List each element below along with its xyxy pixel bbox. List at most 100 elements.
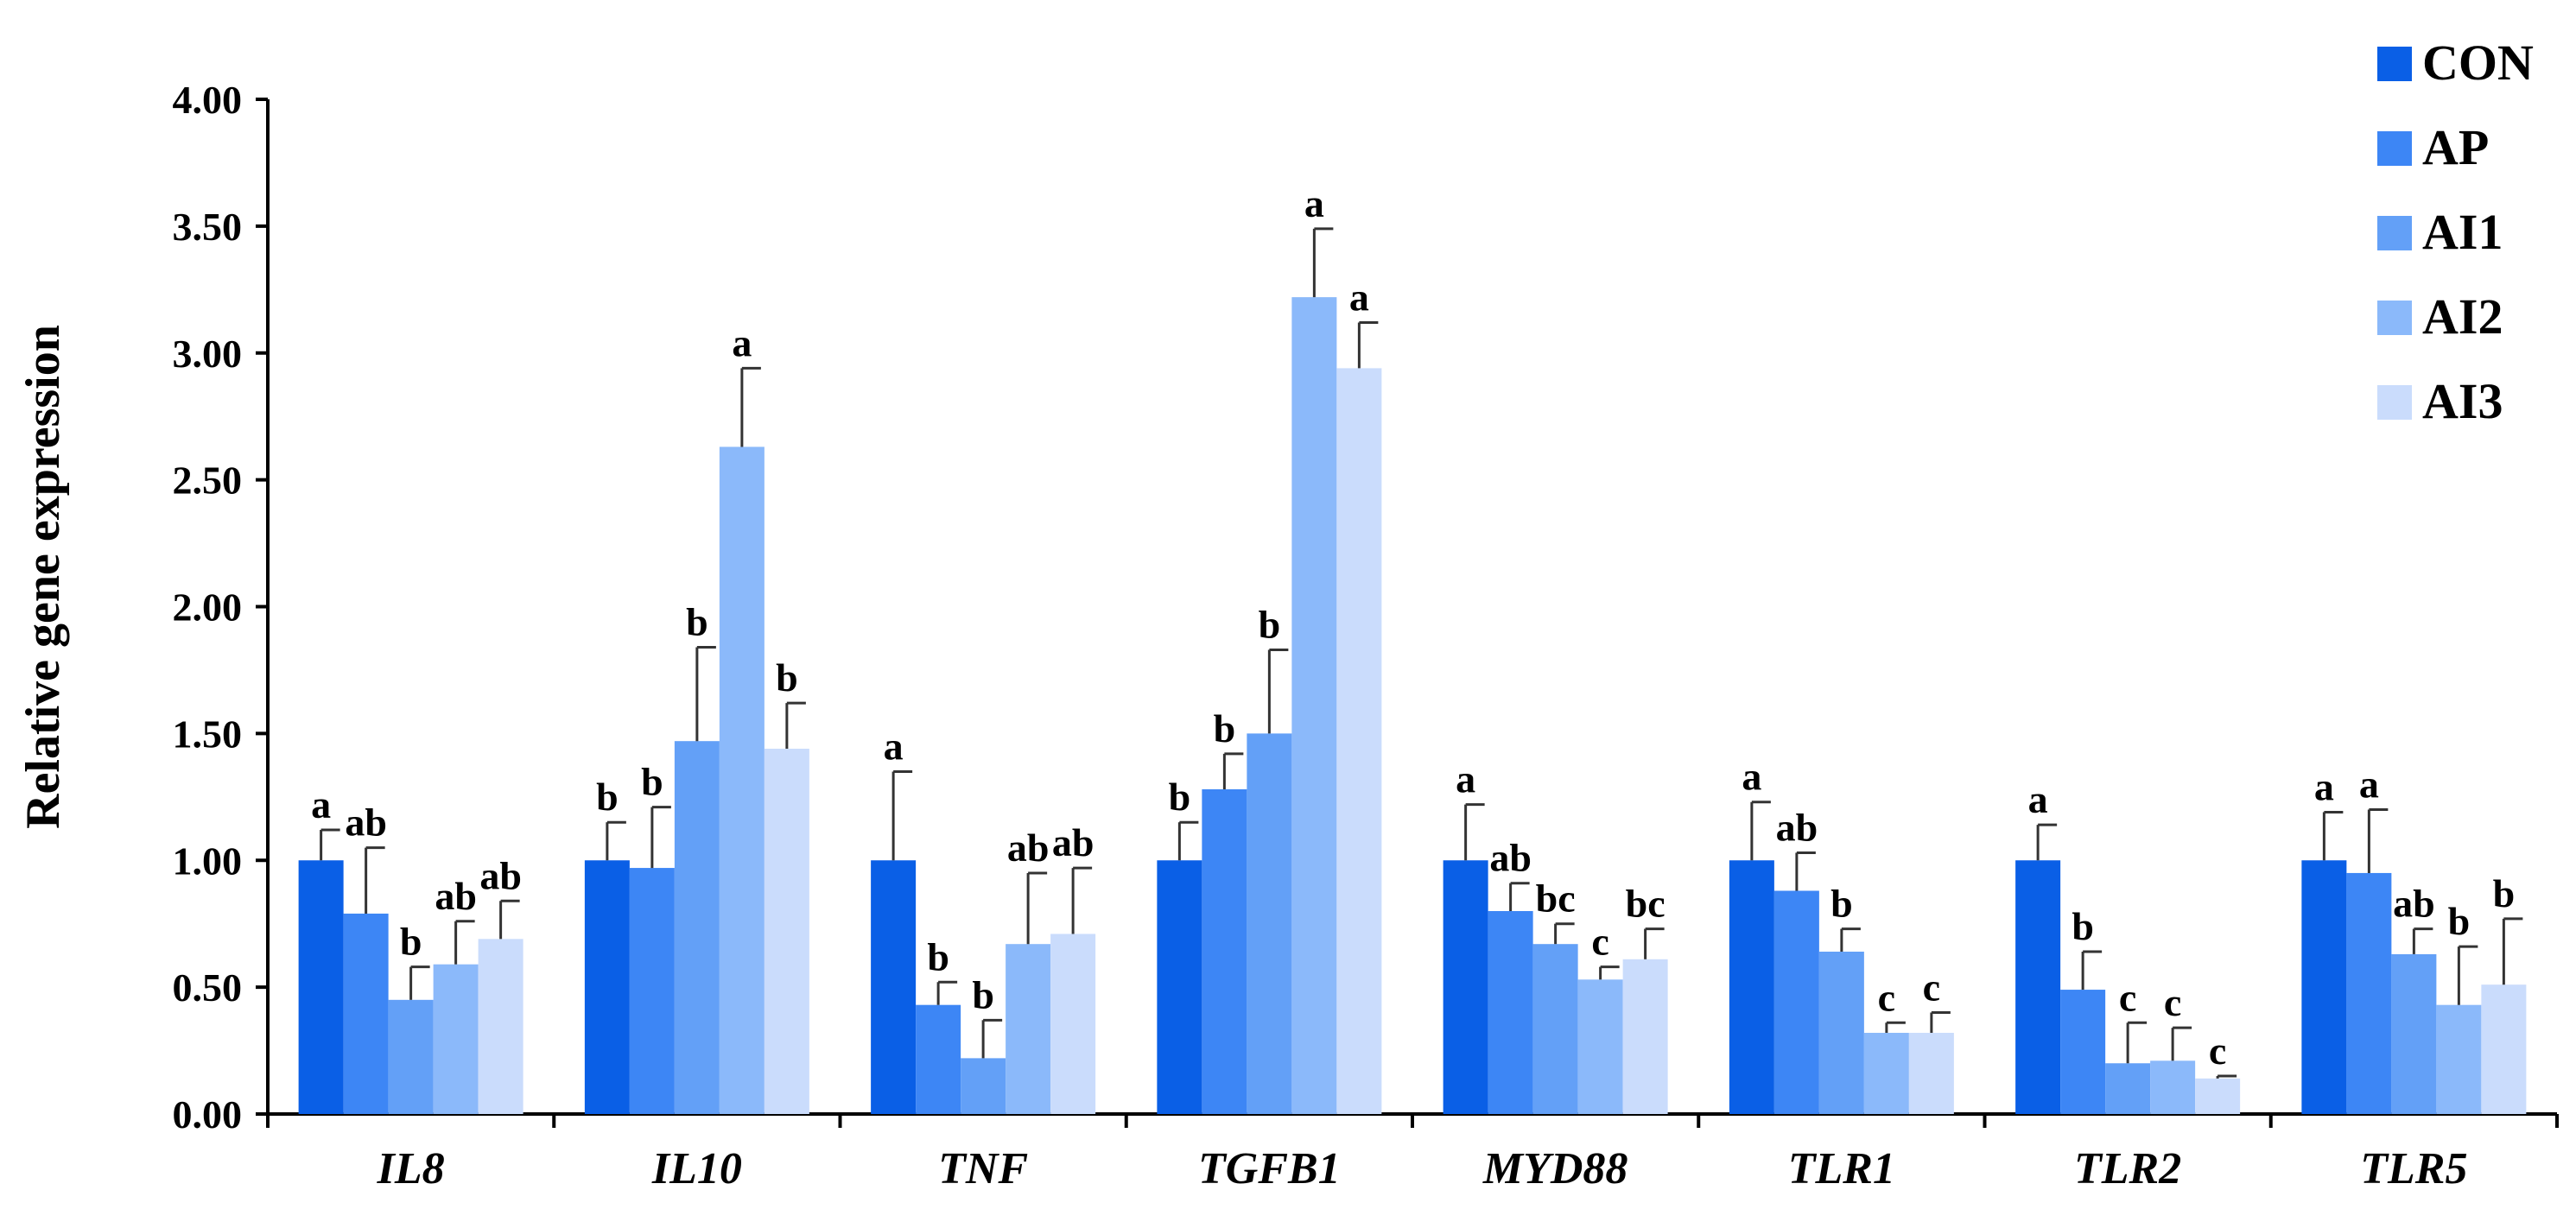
- significance-label: a: [1349, 275, 1369, 320]
- significance-label: bc: [1536, 877, 1576, 921]
- significance-label: a: [1742, 755, 1761, 799]
- x-category-label: TLR1: [1788, 1144, 1895, 1193]
- bar-con-tlr1: [1729, 860, 1774, 1114]
- significance-label: b: [2493, 871, 2516, 915]
- significance-label: c: [2209, 1029, 2226, 1073]
- bar-ai1-il10: [674, 741, 720, 1114]
- significance-label: a: [2028, 777, 2048, 821]
- bar-ap-tnf: [916, 1004, 961, 1114]
- bar-ap-tlr5: [2346, 872, 2392, 1114]
- significance-label: b: [2448, 899, 2471, 943]
- significance-label: a: [1456, 757, 1475, 801]
- legend-swatch: [2377, 216, 2412, 250]
- legend-label: AP: [2422, 119, 2489, 175]
- x-category-label: MYD88: [1482, 1144, 1628, 1193]
- x-category-label: TNF: [938, 1144, 1028, 1193]
- significance-label: ab: [1052, 820, 1094, 864]
- y-tick-label: 2.50: [173, 459, 243, 503]
- legend-swatch: [2377, 47, 2412, 81]
- bar-ai3-tlr1: [1908, 1033, 1954, 1114]
- bar-ai2-il8: [433, 964, 479, 1114]
- significance-label: b: [641, 760, 663, 804]
- legend-label: CON: [2422, 35, 2534, 91]
- x-category-label: IL8: [377, 1144, 445, 1193]
- significance-label: b: [927, 934, 949, 978]
- y-tick-label: 0.00: [173, 1092, 243, 1136]
- bar-ai2-tlr5: [2436, 1004, 2482, 1114]
- y-axis-title: Relative gene expression: [16, 325, 70, 829]
- bar-ai1-tlr5: [2391, 953, 2437, 1114]
- y-tick-label: 0.50: [173, 965, 243, 1010]
- bar-ai3-myd88: [1622, 959, 1668, 1114]
- x-category-label: TLR2: [2074, 1144, 2181, 1193]
- bar-ap-tgfb1: [1202, 789, 1247, 1114]
- significance-label: b: [1259, 602, 1281, 646]
- bar-ai3-tnf: [1050, 934, 1096, 1114]
- bar-ai3-il8: [478, 939, 523, 1114]
- y-tick-label: 1.00: [173, 839, 243, 883]
- x-category-label: TLR5: [2360, 1144, 2467, 1193]
- bar-ai1-tnf: [961, 1058, 1006, 1114]
- bar-ap-tlr1: [1773, 890, 1819, 1114]
- bar-ap-tlr2: [2060, 990, 2106, 1114]
- significance-label: ab: [1776, 805, 1818, 849]
- significance-label: ab: [479, 853, 522, 897]
- significance-label: b: [2072, 904, 2094, 948]
- legend-label: AI2: [2422, 288, 2503, 345]
- legend-swatch: [2377, 131, 2412, 166]
- bar-ai1-tgfb1: [1247, 733, 1292, 1114]
- bar-ai2-il10: [719, 446, 765, 1114]
- y-tick-label: 4.00: [173, 78, 243, 122]
- y-tick-label: 1.50: [173, 712, 243, 756]
- significance-label: a: [2314, 764, 2334, 808]
- bar-ai2-tgfb1: [1291, 297, 1337, 1114]
- significance-label: a: [884, 724, 904, 768]
- y-tick-label: 3.50: [173, 205, 243, 249]
- significance-label: c: [1878, 975, 1895, 1019]
- bar-ap-il10: [629, 868, 675, 1114]
- significance-label: c: [2119, 975, 2136, 1019]
- significance-label: b: [1214, 706, 1236, 750]
- legend-label: AI1: [2422, 204, 2503, 260]
- bar-ai1-tlr2: [2105, 1063, 2151, 1114]
- y-tick-label: 3.00: [173, 332, 243, 376]
- bar-ai3-tgfb1: [1336, 368, 1382, 1114]
- bar-ap-il8: [343, 913, 389, 1114]
- significance-label: b: [596, 775, 619, 819]
- y-tick-label: 2.00: [173, 586, 243, 630]
- significance-label: b: [1830, 882, 1853, 926]
- significance-label: b: [1169, 775, 1191, 819]
- significance-label: b: [776, 655, 798, 699]
- significance-label: b: [686, 600, 708, 644]
- significance-label: ab: [345, 801, 387, 845]
- bar-ai2-myd88: [1577, 979, 1623, 1114]
- legend-label: AI3: [2422, 373, 2503, 429]
- bar-ai2-tlr2: [2150, 1060, 2196, 1114]
- bar-ai3-tlr5: [2481, 984, 2527, 1114]
- significance-label: ab: [1007, 826, 1050, 870]
- bar-ai2-tnf: [1006, 944, 1051, 1114]
- legend-swatch: [2377, 301, 2412, 335]
- significance-label: a: [311, 782, 331, 826]
- bar-con-il10: [584, 860, 630, 1114]
- significance-label: a: [732, 320, 752, 364]
- bar-ai3-tlr2: [2195, 1078, 2241, 1114]
- significance-label: b: [400, 920, 422, 964]
- bar-con-tlr5: [2301, 860, 2347, 1114]
- significance-label: a: [1304, 181, 1324, 225]
- significance-label: c: [1923, 965, 1940, 1010]
- significance-label: a: [2359, 763, 2379, 807]
- bar-con-myd88: [1443, 860, 1488, 1114]
- bar-ai1-il8: [388, 999, 434, 1114]
- bar-ai1-tlr1: [1818, 952, 1864, 1114]
- bar-con-tnf: [871, 860, 917, 1114]
- x-category-label: TGFB1: [1198, 1144, 1341, 1193]
- x-category-label: IL10: [651, 1144, 742, 1193]
- bar-ap-myd88: [1488, 911, 1533, 1114]
- bar-con-tlr2: [2015, 860, 2061, 1114]
- significance-label: ab: [435, 874, 477, 918]
- bar-ai2-tlr1: [1863, 1033, 1909, 1114]
- significance-label: ab: [1489, 836, 1532, 880]
